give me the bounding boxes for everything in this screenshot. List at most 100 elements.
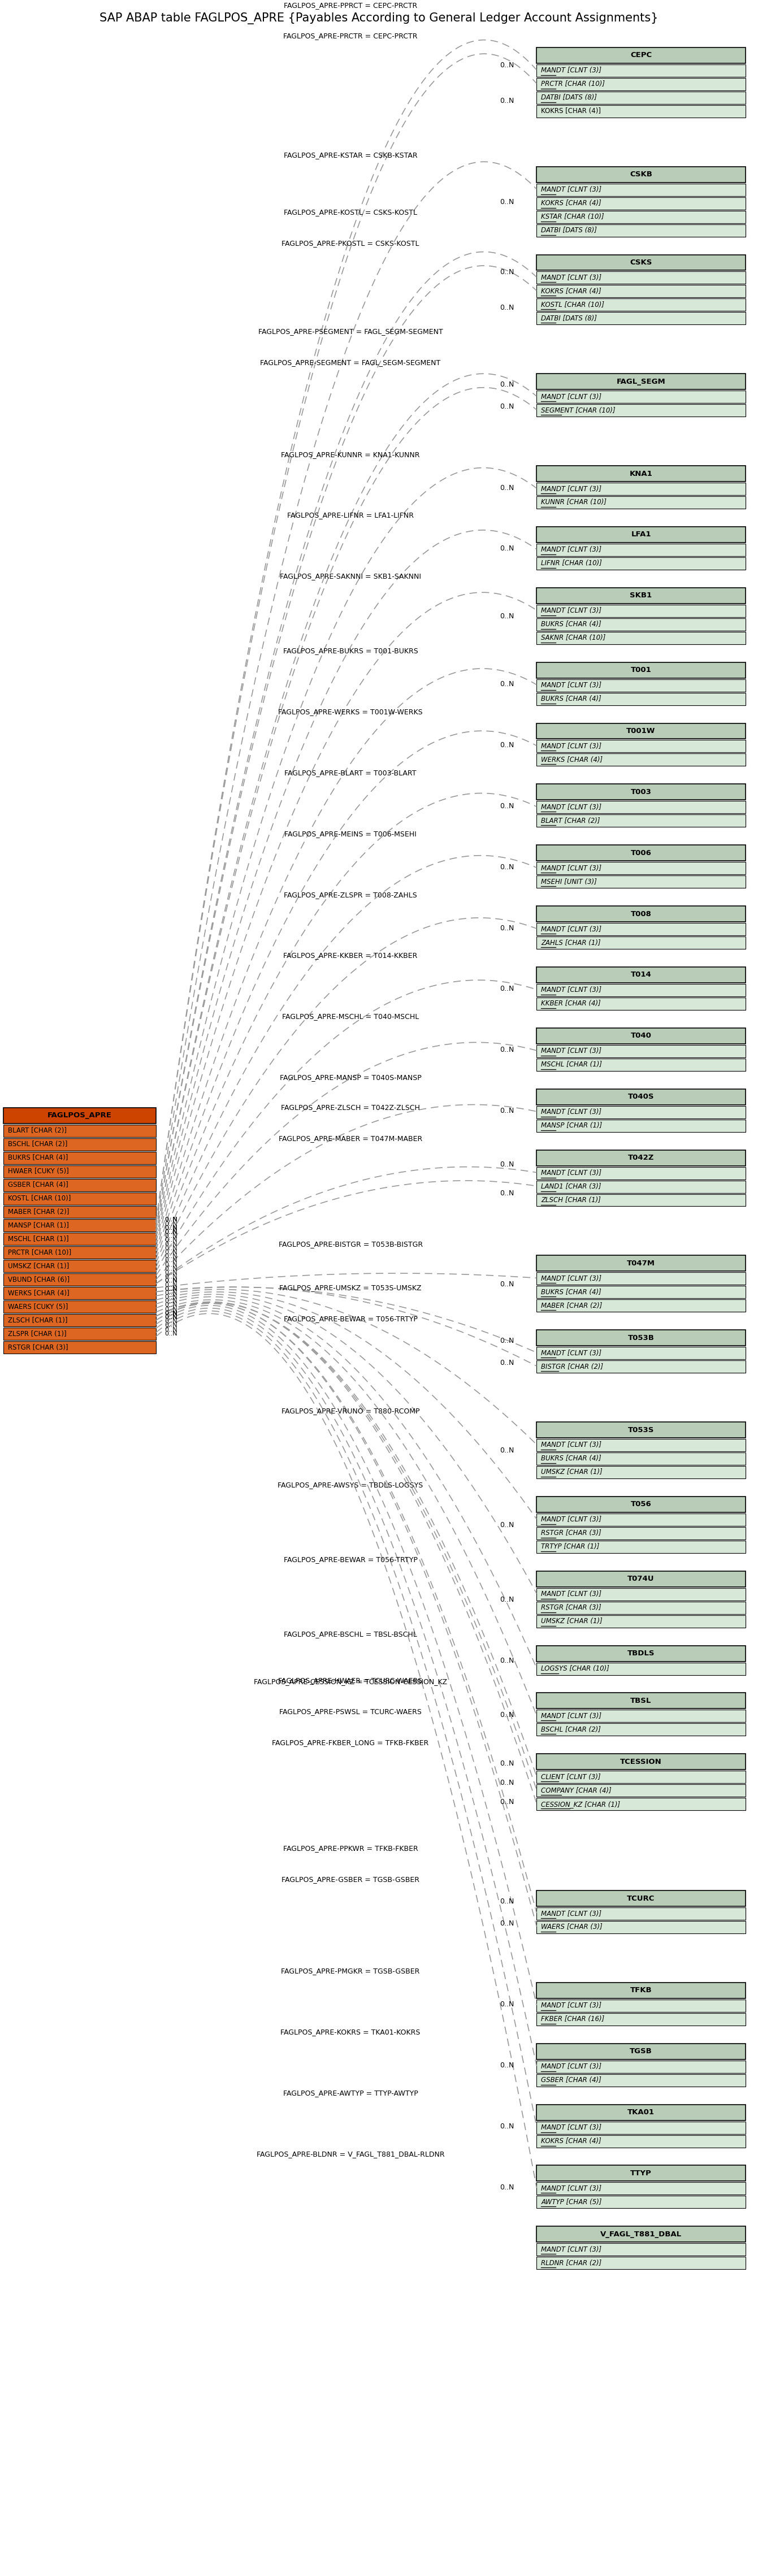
Text: FAGLPOS_APRE-PKOSTL = CSKS-KOSTL: FAGLPOS_APRE-PKOSTL = CSKS-KOSTL xyxy=(282,240,419,247)
Text: MANSP [CHAR (1)]: MANSP [CHAR (1)] xyxy=(541,1123,603,1128)
Bar xyxy=(537,739,745,752)
Bar xyxy=(537,299,745,312)
Text: MANDT [CLNT (3)]: MANDT [CLNT (3)] xyxy=(541,1275,602,1283)
Text: 0..N: 0..N xyxy=(164,1278,177,1283)
Text: ZLSCH [CHAR (1)]: ZLSCH [CHAR (1)] xyxy=(541,1195,601,1203)
Text: TRTYP [CHAR (1)]: TRTYP [CHAR (1)] xyxy=(541,1543,600,1551)
Text: FAGLPOS_APRE-KKBER = T014-KKBER: FAGLPOS_APRE-KKBER = T014-KKBER xyxy=(283,953,418,958)
Text: 0..N: 0..N xyxy=(500,613,514,621)
Bar xyxy=(537,2061,745,2074)
Bar xyxy=(537,1167,745,1180)
Bar xyxy=(537,106,745,118)
Text: FAGLPOS_APRE-BUKRS = T001-BUKRS: FAGLPOS_APRE-BUKRS = T001-BUKRS xyxy=(283,647,418,654)
Text: 0..N: 0..N xyxy=(500,804,514,809)
Text: 0..N: 0..N xyxy=(500,1597,514,1602)
Text: FKBER [CHAR (16)]: FKBER [CHAR (16)] xyxy=(541,2014,605,2022)
Text: 0..N: 0..N xyxy=(500,98,514,106)
Text: FAGLPOS_APRE-BLART = T003-BLART: FAGLPOS_APRE-BLART = T003-BLART xyxy=(284,770,416,775)
Text: 0..N: 0..N xyxy=(164,1332,177,1337)
Text: ZAHLS [CHAR (1)]: ZAHLS [CHAR (1)] xyxy=(541,940,601,945)
Text: MANDT [CLNT (3)]: MANDT [CLNT (3)] xyxy=(541,2063,602,2071)
Text: FAGLPOS_APRE-CESSION_KZ = TCESSION-CESSION_KZ: FAGLPOS_APRE-CESSION_KZ = TCESSION-CESSI… xyxy=(254,1677,447,1685)
Bar xyxy=(537,1754,745,1770)
Bar xyxy=(537,1615,745,1628)
Text: FAGLPOS_APRE-PPRCT = CEPC-PRCTR: FAGLPOS_APRE-PPRCT = CEPC-PRCTR xyxy=(283,3,418,8)
Bar xyxy=(537,631,745,644)
Text: 0..N: 0..N xyxy=(500,304,514,312)
Bar xyxy=(537,1515,745,1525)
Bar xyxy=(537,1571,745,1587)
Text: UMSKZ [CHAR (1)]: UMSKZ [CHAR (1)] xyxy=(541,1618,603,1625)
Text: 0..N: 0..N xyxy=(500,1798,514,1806)
Text: 0..N: 0..N xyxy=(164,1303,177,1309)
Bar xyxy=(537,466,745,482)
Bar xyxy=(537,1710,745,1723)
Text: WAERS [CHAR (3)]: WAERS [CHAR (3)] xyxy=(541,1924,603,1932)
Bar xyxy=(4,1234,156,1244)
Bar xyxy=(537,93,745,103)
Text: 0..N: 0..N xyxy=(164,1216,177,1224)
Bar xyxy=(537,1422,745,1437)
Text: RSTGR [CHAR (3)]: RSTGR [CHAR (3)] xyxy=(8,1345,68,1352)
Bar xyxy=(537,966,745,984)
Text: MANDT [CLNT (3)]: MANDT [CLNT (3)] xyxy=(541,1048,602,1054)
Text: 0..N: 0..N xyxy=(164,1257,177,1262)
Text: 0..N: 0..N xyxy=(164,1229,177,1234)
Text: 0..N: 0..N xyxy=(164,1306,177,1311)
Bar xyxy=(537,2136,745,2148)
Text: FAGLPOS_APRE-PMGKR = TGSB-GSBER: FAGLPOS_APRE-PMGKR = TGSB-GSBER xyxy=(281,1968,420,1976)
Text: T040S: T040S xyxy=(628,1092,654,1100)
Text: 0..N: 0..N xyxy=(500,863,514,871)
Bar xyxy=(537,1298,745,1311)
Text: 0..N: 0..N xyxy=(500,268,514,276)
Text: SKB1: SKB1 xyxy=(630,592,652,600)
Bar xyxy=(537,997,745,1010)
Text: 0..N: 0..N xyxy=(500,1108,514,1115)
Bar xyxy=(537,1692,745,1708)
Text: BLART [CHAR (2)]: BLART [CHAR (2)] xyxy=(8,1128,67,1133)
Text: MANDT [CLNT (3)]: MANDT [CLNT (3)] xyxy=(541,1443,602,1448)
Text: 0..N: 0..N xyxy=(500,1522,514,1530)
Text: FAGL_SEGM: FAGL_SEGM xyxy=(616,379,666,386)
Text: 0..N: 0..N xyxy=(500,1656,514,1664)
Bar xyxy=(537,64,745,77)
Text: 0..N: 0..N xyxy=(164,1247,177,1252)
Text: FAGLPOS_APRE-WERKS = T001W-WERKS: FAGLPOS_APRE-WERKS = T001W-WERKS xyxy=(278,708,423,716)
Bar xyxy=(537,1046,745,1056)
Text: 0..N: 0..N xyxy=(500,198,514,206)
Bar xyxy=(537,724,745,739)
Text: BSCHL [CHAR (2)]: BSCHL [CHAR (2)] xyxy=(8,1141,67,1149)
Text: ZLSCH [CHAR (1)]: ZLSCH [CHAR (1)] xyxy=(8,1316,67,1324)
Text: BUKRS [CHAR (4)]: BUKRS [CHAR (4)] xyxy=(541,621,602,629)
Text: CSKB: CSKB xyxy=(630,170,653,178)
Bar xyxy=(4,1108,156,1123)
Bar xyxy=(537,2123,745,2133)
Text: BLART [CHAR (2)]: BLART [CHAR (2)] xyxy=(541,817,600,824)
Text: MANSP [CHAR (1)]: MANSP [CHAR (1)] xyxy=(8,1221,69,1229)
Bar xyxy=(537,1059,745,1072)
Text: 0..N: 0..N xyxy=(164,1319,177,1324)
Bar xyxy=(4,1164,156,1177)
Text: T008: T008 xyxy=(631,909,651,917)
Text: FAGLPOS_APRE-PPKWR = TFKB-FKBER: FAGLPOS_APRE-PPKWR = TFKB-FKBER xyxy=(283,1844,418,1852)
Text: FAGLPOS_APRE-MABER = T047M-MABER: FAGLPOS_APRE-MABER = T047M-MABER xyxy=(279,1136,422,1141)
Bar xyxy=(537,270,745,283)
Text: FAGLPOS_APRE-PRCTR = CEPC-PRCTR: FAGLPOS_APRE-PRCTR = CEPC-PRCTR xyxy=(283,33,418,39)
Bar xyxy=(4,1314,156,1327)
Bar xyxy=(537,1149,745,1167)
Bar xyxy=(537,46,745,64)
Text: 0..N: 0..N xyxy=(164,1327,177,1332)
Bar xyxy=(4,1273,156,1285)
Text: LFA1: LFA1 xyxy=(631,531,651,538)
Bar xyxy=(4,1193,156,1206)
Text: TCURC: TCURC xyxy=(627,1896,655,1901)
Text: 0..N: 0..N xyxy=(164,1298,177,1303)
Text: 0..N: 0..N xyxy=(164,1311,177,1316)
Bar xyxy=(537,1602,745,1615)
Text: MANDT [CLNT (3)]: MANDT [CLNT (3)] xyxy=(541,1170,602,1177)
Text: T014: T014 xyxy=(631,971,651,979)
Bar xyxy=(4,1260,156,1273)
Text: T040: T040 xyxy=(631,1033,651,1041)
Text: MANDT [CLNT (3)]: MANDT [CLNT (3)] xyxy=(541,67,602,75)
Text: MANDT [CLNT (3)]: MANDT [CLNT (3)] xyxy=(541,1350,602,1358)
